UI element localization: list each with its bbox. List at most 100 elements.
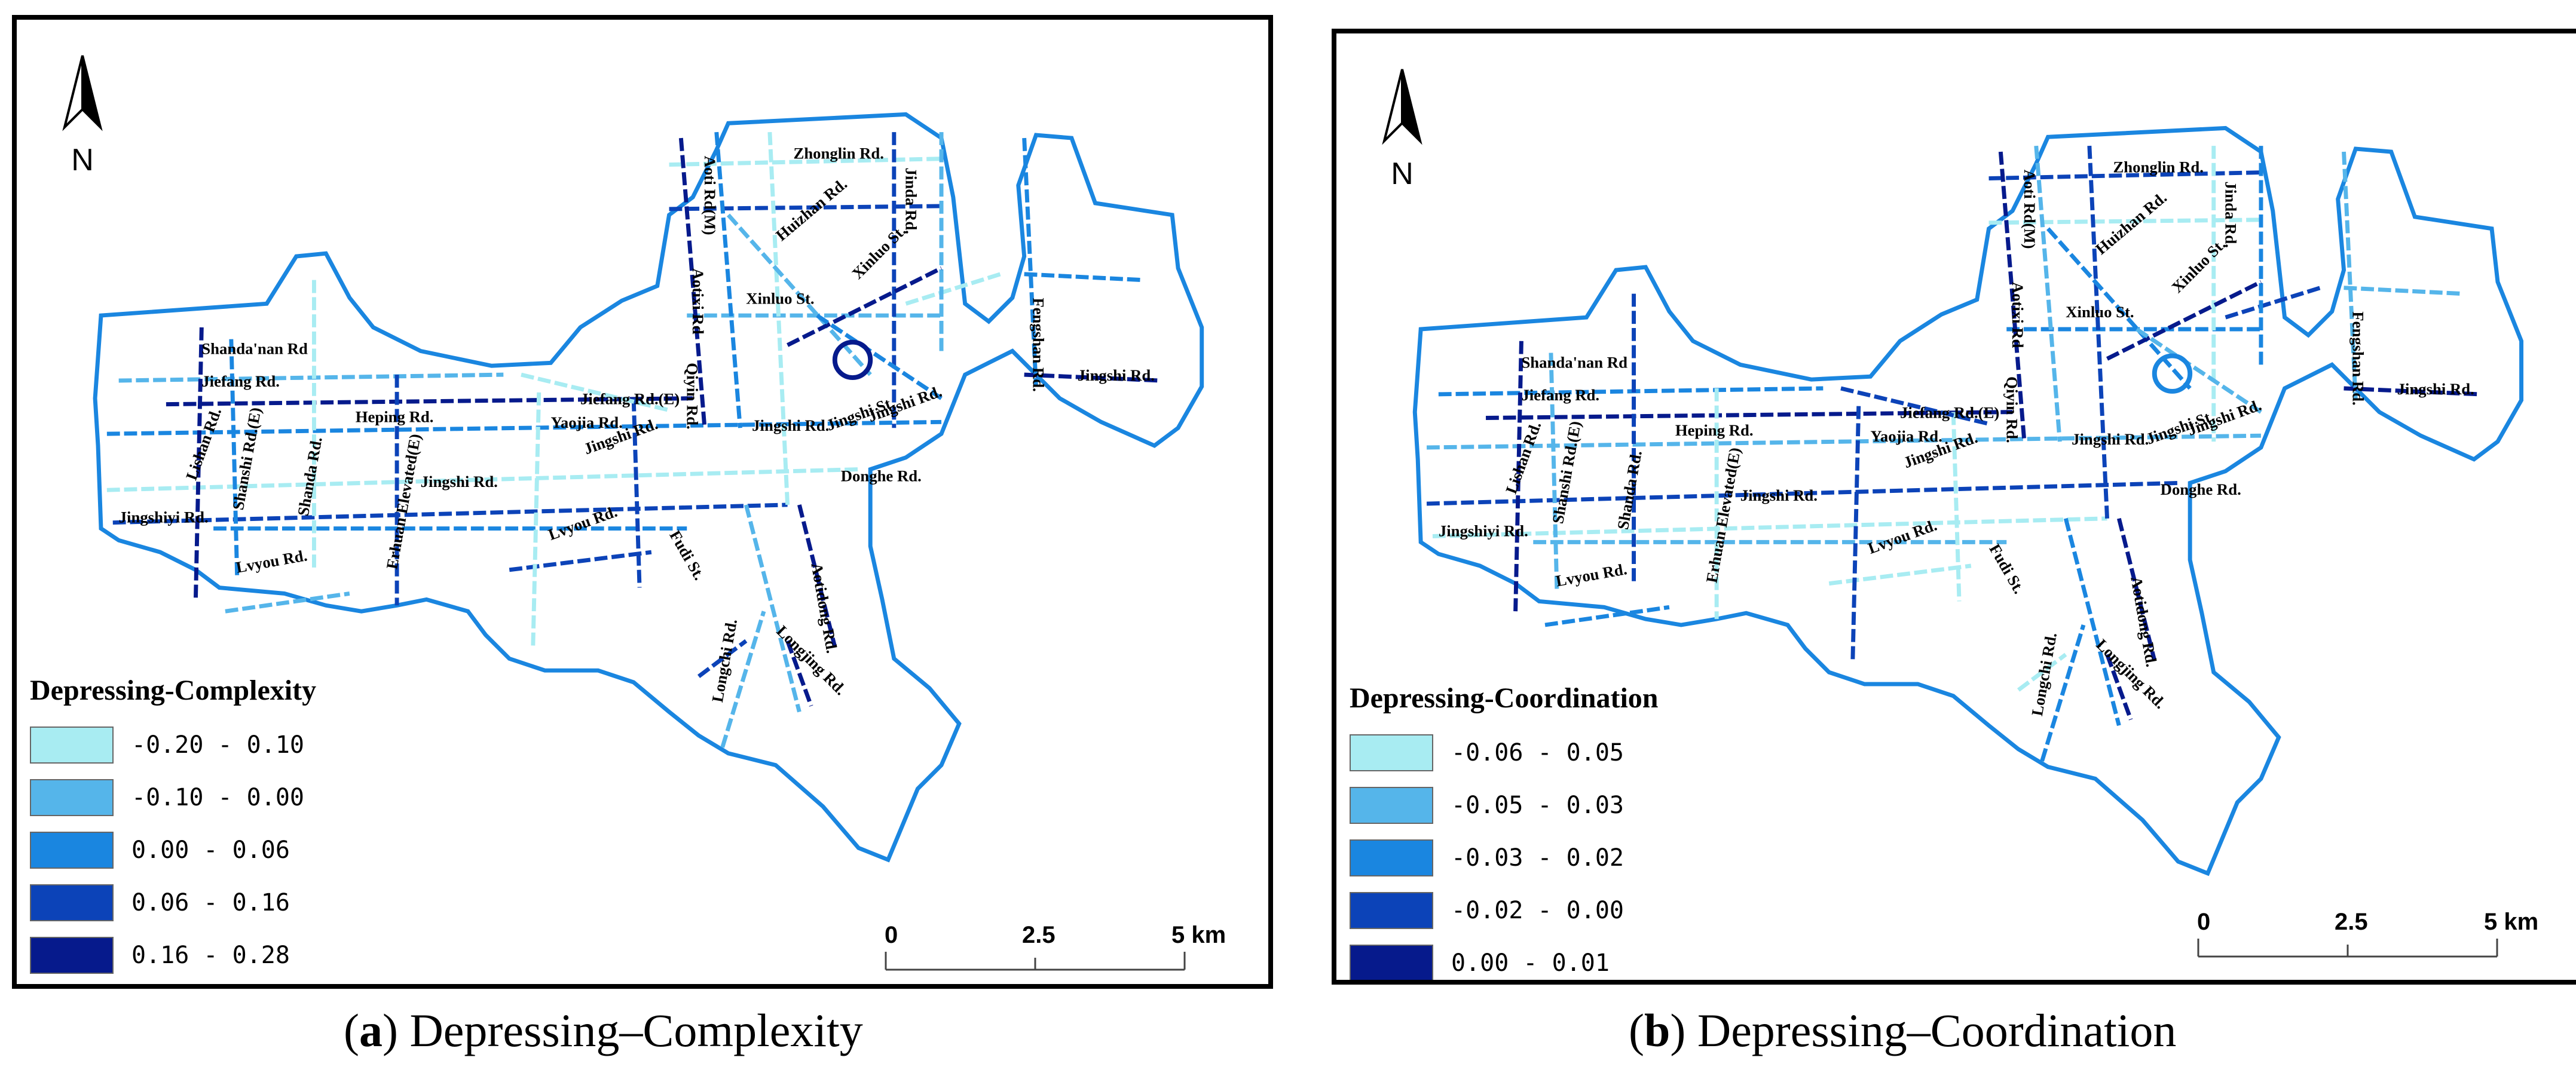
road-label: Shanda Rd.: [1614, 449, 1645, 531]
scale-tick-label: 5 km: [2484, 909, 2539, 935]
road-segment: [1840, 386, 1990, 426]
legend-item: -0.20 - 0.10: [30, 719, 316, 771]
scale-bar-line: [885, 952, 1186, 971]
road-segment: [2017, 652, 2067, 692]
road-segment: [2046, 227, 2192, 390]
road-label: Jinda Rd.: [2222, 181, 2240, 247]
legend-item: -0.03 - 0.02: [1350, 832, 1659, 884]
road-segment: [2116, 517, 2157, 661]
road-segment: [531, 392, 541, 647]
scale-tick-label: 0: [2197, 909, 2211, 935]
road-segment: [118, 372, 504, 383]
road-segment: [521, 372, 670, 412]
legend-swatch: [30, 884, 114, 921]
legend-label: -0.20 - 0.10: [131, 731, 304, 759]
road-label: Jingshi Rd.: [2072, 430, 2149, 448]
north-label: N: [71, 143, 94, 177]
road-label: Lishan Rd.: [182, 405, 225, 482]
road-segment: [106, 467, 859, 492]
caption-letter: b: [1644, 1004, 1671, 1056]
caption-text: Depressing–Complexity: [409, 1004, 863, 1056]
road-label: Jiefang Rd.(E): [1900, 404, 1999, 422]
scale-tick-label: 2.5: [1022, 922, 1056, 948]
scale-bar: 0 2.5 5 km: [885, 922, 1226, 982]
caption-letter: a: [359, 1004, 383, 1056]
road-network-map: Zhonglin Rd. Jinda Rd. Aotixi Rd Aoti Rd(M)…: [1412, 125, 2524, 876]
study-area-boundary: [1412, 125, 2524, 876]
road-label: Yaojia Rd.: [551, 413, 623, 431]
road-label: Lvyou Rd.: [1555, 560, 1629, 590]
road-label: Jingshi Rd.: [1078, 366, 1155, 384]
legend-label: -0.03 - 0.02: [1451, 844, 1624, 872]
legend-label: -0.06 - 0.05: [1451, 739, 1624, 767]
legend-label: -0.05 - 0.03: [1451, 792, 1624, 819]
road-label: Jingshiyi Rd.: [119, 508, 209, 526]
roundabout: [832, 339, 873, 381]
legend-label: -0.10 - 0.00: [131, 784, 304, 811]
road-segment: [229, 339, 240, 576]
road-label: Jiefang Rd.(E): [580, 390, 680, 408]
road-label: Erhuan Elevated(E): [1703, 446, 1744, 584]
road-label: Jingshiyi Rd.: [1439, 522, 1528, 540]
caption-b: (b) Depressing–Coordination: [1629, 1004, 2177, 1056]
north-arrow: N: [1369, 66, 1435, 198]
roundabout: [2152, 353, 2193, 394]
caption-a: (a) Depressing–Complexity: [344, 1004, 863, 1056]
road-label: Heping Rd.: [1675, 421, 1754, 439]
legend-item: 0.16 - 0.28: [30, 929, 316, 982]
road-segment: [1513, 341, 1523, 614]
road-segment: [225, 591, 350, 614]
road-label: Jingshi St.: [2144, 407, 2217, 448]
road-segment: [1022, 137, 1038, 387]
road-segment: [2105, 654, 2133, 721]
road-label: Fengshan Rd.: [2349, 311, 2367, 405]
legend-item: -0.06 - 0.05: [1350, 727, 1659, 779]
road-label: Xinluo St.: [2066, 303, 2134, 321]
road-label: Qiyin Rd.: [683, 363, 701, 429]
road-segment: [509, 550, 652, 572]
legend-swatch: [1350, 734, 1433, 771]
legend-swatch: [30, 727, 114, 764]
legend-label: 0.06 - 0.16: [131, 889, 290, 917]
road-label: Jingshi Rd.: [2397, 380, 2474, 398]
road-label: Shanda Rd.: [294, 436, 326, 517]
road-label: Fudi St.: [1985, 541, 2028, 596]
legend-swatch: [1350, 945, 1433, 980]
road-label: Aoti Rd(M): [701, 156, 719, 235]
road-segment: [631, 398, 642, 588]
legend-item: 0.00 - 0.06: [30, 824, 316, 876]
road-segment: [2342, 151, 2358, 400]
road-segment: [166, 396, 693, 407]
scale-tick-label: 2.5: [2335, 909, 2368, 935]
road-label: Jingshi Rd.: [1740, 486, 1818, 504]
road-label: Erhuan Elevated(E): [383, 433, 424, 571]
legend-item: -0.02 - 0.00: [1350, 884, 1659, 937]
scale-tick-label: 5 km: [1171, 922, 1226, 948]
legend-label: 0.16 - 0.28: [131, 942, 290, 969]
road-segment: [2344, 286, 2462, 296]
road-label: Fengshan Rd.: [1030, 298, 1048, 391]
scale-tick-label: 0: [885, 922, 898, 948]
road-segment: [1486, 410, 2013, 420]
north-arrow: N: [50, 53, 115, 184]
north-label: N: [1391, 157, 1414, 191]
road-label: Aotixi Rd: [2009, 282, 2027, 348]
legend-title: Depressing-Coordination: [1350, 682, 1659, 714]
road-label: Jingshi Rd.: [421, 473, 498, 491]
road-segment: [2106, 280, 2262, 361]
road-label: Aoti Rd(M): [2021, 170, 2039, 249]
legend-label: -0.02 - 0.00: [1451, 897, 1624, 924]
road-segment: [2344, 386, 2480, 397]
road-label: Longchi Rd.: [2028, 631, 2060, 717]
road-label: Aotixi Rd: [689, 268, 707, 335]
road-segment: [1427, 433, 2261, 450]
legend-label: 0.00 - 0.06: [131, 836, 290, 864]
road-label: Zhonglin Rd.: [793, 145, 883, 163]
scale-bar-line: [2197, 939, 2498, 958]
road-segment: [1024, 272, 1143, 283]
road-segment: [785, 640, 813, 707]
road-segment: [112, 502, 788, 525]
legend-item: -0.05 - 0.03: [1350, 779, 1659, 832]
legend-swatch: [1350, 787, 1433, 824]
legend-title: Depressing-Complexity: [30, 675, 317, 706]
